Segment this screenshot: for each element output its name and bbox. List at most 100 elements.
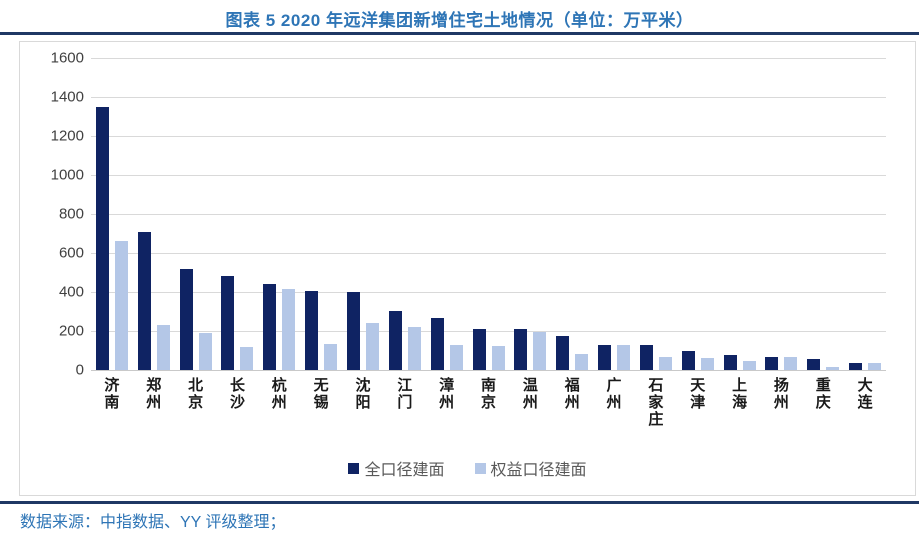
- bar-group: [593, 58, 635, 370]
- bar: [826, 366, 840, 370]
- bar: [430, 318, 444, 370]
- bar-group: [133, 58, 175, 370]
- x-axis-category-char: 扬: [773, 378, 789, 394]
- x-axis-category-label: 郑州: [133, 378, 175, 429]
- bar: [723, 355, 737, 370]
- x-axis-category-char: 石: [648, 378, 664, 394]
- x-axis-category-label: 沈阳: [342, 378, 384, 429]
- bar-group: [844, 58, 886, 370]
- x-axis-category-label: 长沙: [217, 378, 259, 429]
- bar-group: [175, 58, 217, 370]
- gridline: [91, 331, 886, 332]
- bar-group: [509, 58, 551, 370]
- bar: [156, 325, 170, 370]
- x-axis-category-char: 州: [564, 395, 580, 411]
- bar: [700, 358, 714, 370]
- gridline: [91, 136, 886, 137]
- y-axis: 0 200 400 600 800 1000 1200 1400 1600: [24, 50, 84, 379]
- y-axis-tick-label: 1600: [50, 49, 84, 67]
- x-axis-category-char: 州: [439, 395, 455, 411]
- bar: [658, 357, 672, 370]
- x-axis-category-char: 州: [271, 395, 287, 411]
- x-axis-category-label: 福州: [551, 378, 593, 429]
- x-axis-category-char: 江: [397, 378, 413, 394]
- bar: [491, 345, 505, 370]
- bar-group: [761, 58, 803, 370]
- x-axis-category-char: 天: [690, 378, 706, 394]
- bottom-rule: [0, 501, 919, 504]
- top-rule: [0, 32, 919, 35]
- x-axis-category-label: 大连: [844, 378, 886, 429]
- x-axis-category-char: 重: [815, 378, 831, 394]
- bar: [346, 292, 360, 370]
- y-axis-tick-label: 200: [58, 322, 84, 340]
- x-axis-category-char: 家: [648, 395, 664, 411]
- bar-group: [342, 58, 384, 370]
- bar: [388, 310, 402, 370]
- bar: [765, 357, 779, 370]
- bar: [617, 344, 631, 370]
- bar-group: [217, 58, 259, 370]
- x-axis-category-char: 津: [690, 395, 706, 411]
- gridline: [91, 175, 886, 176]
- bar-group: [719, 58, 761, 370]
- bar-group: [677, 58, 719, 370]
- legend-label: 权益口径建面: [490, 462, 587, 479]
- bar: [784, 356, 798, 370]
- bar: [556, 335, 570, 370]
- x-axis-category-char: 上: [732, 378, 748, 394]
- x-axis-category-label: 杭州: [258, 378, 300, 429]
- bar-group: [300, 58, 342, 370]
- x-axis-category-label: 济南: [91, 378, 133, 429]
- x-axis-category-char: 广: [606, 378, 622, 394]
- gridline: [91, 253, 886, 254]
- y-axis-tick-label: 1200: [50, 127, 84, 145]
- x-axis-category-char: 郑: [146, 378, 162, 394]
- plot-area: [91, 58, 886, 371]
- x-axis-category-label: 广州: [593, 378, 635, 429]
- x-axis-category-char: 京: [481, 395, 497, 411]
- legend-swatch: [474, 462, 486, 474]
- x-axis-category-char: 州: [773, 395, 789, 411]
- bar: [324, 343, 338, 370]
- bar: [514, 329, 528, 370]
- x-axis-category-char: 庆: [815, 395, 831, 411]
- x-axis-category-char: 杭: [271, 378, 287, 394]
- bar-group: [258, 58, 300, 370]
- legend-item: 权益口径建面: [474, 456, 587, 480]
- bar-group: [468, 58, 510, 370]
- bar: [533, 331, 547, 370]
- x-axis-category-char: 北: [188, 378, 204, 394]
- bar: [198, 332, 212, 370]
- gridline: [91, 292, 886, 293]
- bar: [681, 350, 695, 370]
- bar: [240, 346, 254, 370]
- x-axis: 济南郑州北京长沙杭州无锡沈阳江门漳州南京温州福州广州石家庄天津上海扬州重庆大连: [91, 378, 886, 429]
- x-axis-category-char: 连: [857, 395, 873, 411]
- x-axis-category-label: 天津: [677, 378, 719, 429]
- x-axis-category-char: 大: [857, 378, 873, 394]
- x-axis-category-label: 石家庄: [635, 378, 677, 429]
- y-axis-tick-label: 1000: [50, 166, 84, 184]
- y-axis-tick-label: 600: [58, 244, 84, 262]
- y-axis-tick-label: 0: [75, 361, 84, 379]
- x-axis-category-label: 北京: [175, 378, 217, 429]
- legend-swatch: [348, 462, 360, 474]
- bar: [365, 323, 379, 370]
- bar: [282, 289, 296, 370]
- x-axis-category-char: 海: [732, 395, 748, 411]
- data-source-note: 数据来源：中指数据、YY 评级整理；: [20, 514, 286, 531]
- x-axis-category-char: 阳: [355, 395, 371, 411]
- bar: [305, 291, 319, 370]
- bar: [807, 359, 821, 370]
- legend: 全口径建面 权益口径建面: [20, 456, 915, 480]
- gridline: [91, 370, 886, 371]
- gridline: [91, 58, 886, 59]
- bar: [407, 327, 421, 370]
- x-axis-category-char: 温: [522, 378, 538, 394]
- bar-group: [384, 58, 426, 370]
- bar: [472, 329, 486, 370]
- legend-label: 全口径建面: [364, 462, 445, 479]
- x-axis-category-char: 沙: [229, 395, 245, 411]
